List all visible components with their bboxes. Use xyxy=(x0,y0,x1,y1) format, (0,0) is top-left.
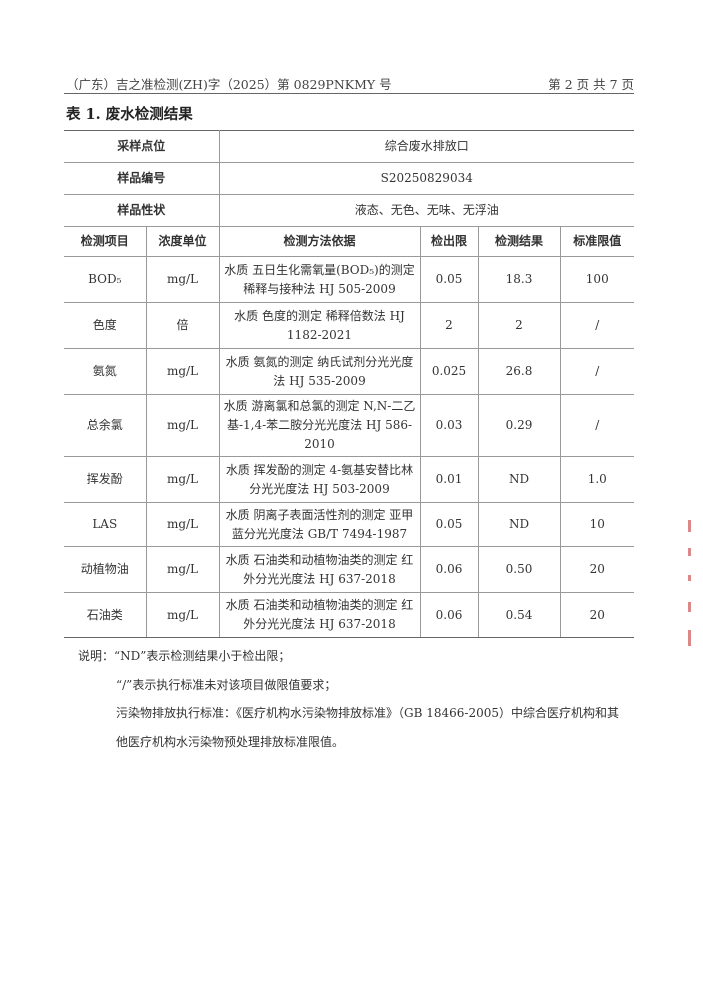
cell-result: 0.50 xyxy=(477,546,561,593)
header-divider xyxy=(64,93,634,94)
cell-limit: 0.06 xyxy=(419,546,479,593)
column-header: 检出限 xyxy=(419,226,479,257)
cell-result: ND xyxy=(477,502,561,547)
table-row: 氨氮 mg/L 水质 氨氮的测定 纳氏试剂分光光度法 HJ 535-2009 0.02… xyxy=(64,348,634,395)
cell-unit: mg/L xyxy=(145,592,220,638)
cell-unit: 倍 xyxy=(145,302,220,349)
cell-method: 水质 挥发酚的测定 4-氨基安替比林分光光度法 HJ 503-2009 xyxy=(218,456,421,503)
report-number: （广东）吉之准检测(ZH)字（2025）第 0829PNKMY 号 xyxy=(66,77,392,92)
column-header: 检测项目 xyxy=(64,226,147,257)
column-header: 检测结果 xyxy=(477,226,561,257)
cell-method: 水质 游离氯和总氯的测定 N,N-二乙基-1,4-苯二胺分光光度法 HJ 586… xyxy=(218,394,421,457)
info-value: S20250829034 xyxy=(218,162,634,195)
seal-edge-mark xyxy=(688,520,691,532)
table-row: 色度倍水质 色度的测定 稀释倍数法 HJ 1182-2021 2 2/ xyxy=(64,302,634,349)
table-row: 挥发酚 mg/L 水质 挥发酚的测定 4-氨基安替比林分光光度法 HJ 503-20… xyxy=(64,456,634,503)
cell-standard: / xyxy=(559,348,634,395)
cell-result: 2 xyxy=(477,302,561,349)
column-header: 检测方法依据 xyxy=(218,226,421,257)
notes: 说明：“ND”表示检测结果小于检出限； “/”表示执行标准未对该项目做限值要求；… xyxy=(78,642,619,756)
cell-limit: 0.025 xyxy=(419,348,479,395)
cell-standard: 10 xyxy=(559,502,634,547)
cell-item: 总余氯 xyxy=(64,394,147,457)
cell-limit: 0.03 xyxy=(419,394,479,457)
cell-method: 水质 色度的测定 稀释倍数法 HJ 1182-2021 xyxy=(218,302,421,349)
column-header-row: 检测项目 浓度单位 检测方法依据 检出限 检测结果 标准限值 xyxy=(64,226,634,257)
cell-limit: 0.05 xyxy=(419,256,479,303)
column-header: 浓度单位 xyxy=(145,226,220,257)
cell-method: 水质 五日生化需氧量(BOD₅)的测定 稀释与接种法 HJ 505-2009 xyxy=(218,256,421,303)
cell-unit: mg/L xyxy=(145,546,220,593)
cell-unit: mg/L xyxy=(145,502,220,547)
cell-item: 氨氮 xyxy=(64,348,147,395)
cell-method: 水质 氨氮的测定 纳氏试剂分光光度法 HJ 535-2009 xyxy=(218,348,421,395)
cell-method: 水质 石油类和动植物油类的测定 红外分光光度法 HJ 637-2018 xyxy=(218,592,421,638)
cell-item: BOD₅ xyxy=(64,256,147,303)
seal-edge-mark xyxy=(688,548,691,556)
table-title: 表 1. 废水检测结果 xyxy=(66,106,193,123)
note-nd: 说明：“ND”表示检测结果小于检出限； xyxy=(78,649,291,663)
table-row: BOD₅ mg/L 水质 五日生化需氧量(BOD₅)的测定 稀释与接种法 HJ 50… xyxy=(64,256,634,303)
cell-standard: 100 xyxy=(559,256,634,303)
cell-item: 石油类 xyxy=(64,592,147,638)
table-row: 总余氯 mg/L 水质 游离氯和总氯的测定 N,N-二乙基-1,4-苯二胺分光光度法… xyxy=(64,394,634,457)
cell-limit: 0.01 xyxy=(419,456,479,503)
info-label: 样品性状 xyxy=(64,194,220,227)
info-label: 采样点位 xyxy=(64,130,220,163)
info-value: 综合废水排放口 xyxy=(218,130,634,163)
info-label: 样品编号 xyxy=(64,162,220,195)
column-header: 标准限值 xyxy=(559,226,634,257)
info-row: 样品编号 S20250829034 xyxy=(64,162,634,195)
cell-limit: 2 xyxy=(419,302,479,349)
note-slash: “/”表示执行标准未对该项目做限值要求； xyxy=(116,677,337,692)
cell-item: LAS xyxy=(64,502,147,547)
note-standard-cont: 他医疗机构水污染物预处理排放标准限值。 xyxy=(116,734,345,749)
cell-item: 挥发酚 xyxy=(64,456,147,503)
note-standard: 污染物排放执行标准：《医疗机构水污染物排放标准》（GB 18466-2005）中… xyxy=(116,706,619,720)
cell-limit: 0.06 xyxy=(419,592,479,638)
cell-standard: 1.0 xyxy=(559,456,634,503)
cell-standard: 20 xyxy=(559,546,634,593)
cell-standard: 20 xyxy=(559,592,634,638)
table-row: 石油类 mg/L 水质 石油类和动植物油类的测定 红外分光光度法 HJ 637-20… xyxy=(64,592,634,638)
seal-edge-mark xyxy=(688,575,691,581)
cell-result: 0.54 xyxy=(477,592,561,638)
info-row: 样品性状 液态、无色、无味、无浮油 xyxy=(64,194,634,227)
info-row: 采样点位 综合废水排放口 xyxy=(64,130,634,163)
cell-item: 动植物油 xyxy=(64,546,147,593)
cell-item: 色度 xyxy=(64,302,147,349)
cell-result: ND xyxy=(477,456,561,503)
cell-unit: mg/L xyxy=(145,394,220,457)
page-header: （广东）吉之准检测(ZH)字（2025）第 0829PNKMY 号 第 2 页 … xyxy=(66,74,634,93)
cell-method: 水质 石油类和动植物油类的测定 红外分光光度法 HJ 637-2018 xyxy=(218,546,421,593)
info-value: 液态、无色、无味、无浮油 xyxy=(218,194,634,227)
cell-unit: mg/L xyxy=(145,456,220,503)
results-table: 采样点位 综合废水排放口 样品编号 S20250829034 样品性状 液态、无色、无味、… xyxy=(64,130,634,638)
cell-limit: 0.05 xyxy=(419,502,479,547)
page-number: 第 2 页 共 7 页 xyxy=(548,77,634,92)
cell-unit: mg/L xyxy=(145,256,220,303)
table-row: 动植物油 mg/L 水质 石油类和动植物油类的测定 红外分光光度法 HJ 637-2… xyxy=(64,546,634,593)
cell-result: 18.3 xyxy=(477,256,561,303)
table-row: LAS mg/L 水质 阴离子表面活性剂的测定 亚甲蓝分光光度法 GB/T 7494… xyxy=(64,502,634,547)
cell-unit: mg/L xyxy=(145,348,220,395)
seal-edge-mark xyxy=(688,602,691,612)
cell-result: 0.29 xyxy=(477,394,561,457)
seal-edge-mark xyxy=(688,630,691,646)
cell-method: 水质 阴离子表面活性剂的测定 亚甲蓝分光光度法 GB/T 7494-1987 xyxy=(218,502,421,547)
cell-result: 26.8 xyxy=(477,348,561,395)
cell-standard: / xyxy=(559,302,634,349)
cell-standard: / xyxy=(559,394,634,457)
